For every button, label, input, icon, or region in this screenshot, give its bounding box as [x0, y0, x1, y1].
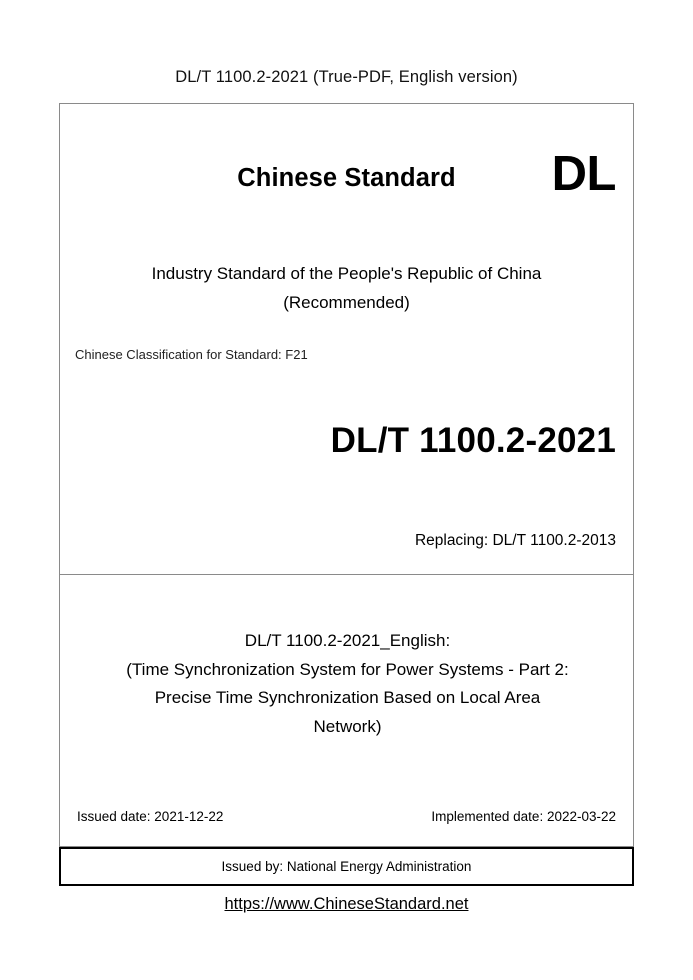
- issued-by-bar: Issued by: National Energy Administratio…: [59, 847, 634, 886]
- brand-title: Chinese Standard: [237, 164, 456, 192]
- issuing-authority-line-1: Industry Standard of the People's Republ…: [151, 264, 542, 283]
- page-header-line: DL/T 1100.2-2021 (True-PDF, English vers…: [175, 68, 518, 86]
- document-title-line-1: DL/T 1100.2-2021_English:: [244, 631, 451, 650]
- brand-row: Chinese Standard DL: [60, 150, 633, 212]
- issuing-authority-block: Industry Standard of the People's Republ…: [60, 259, 633, 317]
- cover-box: Chinese Standard DL Industry Standard of…: [59, 103, 634, 847]
- issued-date: Issued date: 2021-12-22: [77, 809, 224, 824]
- standard-number: DL/T 1100.2-2021: [330, 421, 616, 460]
- document-title-block: DL/T 1100.2-2021_English: (Time Synchron…: [82, 627, 613, 741]
- footer-website-link[interactable]: https://www.ChineseStandard.net: [224, 895, 469, 913]
- dl-logo-mark: DL: [551, 147, 617, 201]
- document-title-line-4: Network): [313, 716, 382, 736]
- issued-by-label: Issued by: National Energy Administratio…: [221, 859, 472, 874]
- document-title-line-2: (Time Synchronization System for Power S…: [126, 659, 569, 679]
- cover-upper-panel: Chinese Standard DL Industry Standard of…: [60, 104, 633, 575]
- cover-lower-panel: DL/T 1100.2-2021_English: (Time Synchron…: [60, 575, 633, 846]
- implemented-date: Implemented date: 2022-03-22: [431, 809, 616, 824]
- replacing-standard: Replacing: DL/T 1100.2-2013: [414, 532, 616, 549]
- classification-code: Chinese Classification for Standard: F21: [75, 347, 308, 362]
- issuing-authority-line-2: (Recommended): [283, 293, 410, 312]
- document-title-line-3: Precise Time Synchronization Based on Lo…: [154, 688, 541, 707]
- dates-row: Issued date: 2021-12-22 Implemented date…: [77, 809, 616, 824]
